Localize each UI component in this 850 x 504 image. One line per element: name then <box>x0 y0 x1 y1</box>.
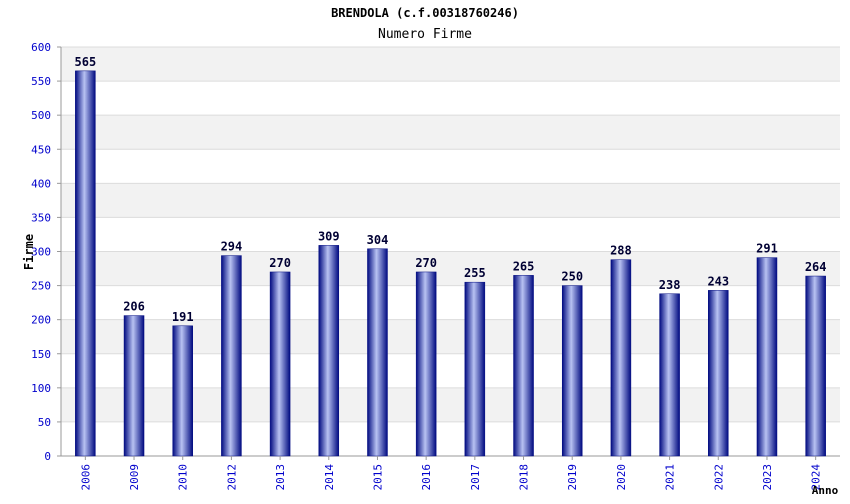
x-tick-label-2023: 2023 <box>761 464 774 491</box>
value-label-2010: 191 <box>172 310 194 324</box>
bar-2012 <box>221 255 242 457</box>
value-labels: 565 206 191 294 270 309 304 270 255 265 250 288 238 2… <box>75 55 827 324</box>
chart-title: BRENDOLA (c.f.00318760246) <box>331 6 519 20</box>
x-tick-label-2019: 2019 <box>566 464 579 491</box>
y-tick-label: 250 <box>31 280 51 293</box>
value-label-2017: 255 <box>464 266 486 280</box>
y-tick-label: 500 <box>31 109 51 122</box>
bar-2024 <box>805 275 826 457</box>
x-tick-label-2018: 2018 <box>518 464 531 491</box>
bar-2018 <box>513 275 534 457</box>
x-tick-label-2021: 2021 <box>664 464 677 491</box>
value-label-2014: 309 <box>318 229 340 243</box>
y-tick-label: 550 <box>31 75 51 88</box>
background-band <box>61 251 840 286</box>
value-label-2018: 265 <box>513 259 535 273</box>
chart-subtitle: Numero Firme <box>378 27 472 42</box>
value-label-2016: 270 <box>415 256 437 270</box>
background-band <box>61 47 840 82</box>
x-tick-label-2010: 2010 <box>177 464 190 491</box>
bar-2014 <box>318 245 340 457</box>
value-label-2023: 291 <box>756 242 778 256</box>
x-tick-label-2013: 2013 <box>274 464 287 491</box>
background-band <box>61 183 840 218</box>
value-label-2006: 565 <box>75 55 97 69</box>
bar-2017 <box>464 281 486 457</box>
value-label-2015: 304 <box>367 233 389 247</box>
value-label-2024: 264 <box>805 260 827 274</box>
bar-2022 <box>708 290 729 457</box>
bar-2015 <box>367 248 388 457</box>
y-tick-label: 350 <box>31 211 51 224</box>
bar-2006 <box>75 70 96 457</box>
x-tick-label-2006: 2006 <box>79 464 92 491</box>
bar-2021 <box>659 293 680 457</box>
bars <box>75 70 826 457</box>
bar-2009 <box>123 315 145 457</box>
x-tick-label-2022: 2022 <box>712 464 725 491</box>
bar-2020 <box>610 259 632 457</box>
x-tick-label-2009: 2009 <box>128 464 141 491</box>
y-tick-label: 100 <box>31 382 51 395</box>
x-tick-label-2024: 2024 <box>810 464 823 491</box>
value-label-2020: 288 <box>610 244 632 258</box>
background-band <box>61 115 840 150</box>
x-tick-label-2017: 2017 <box>469 464 482 491</box>
value-label-2019: 250 <box>561 270 583 284</box>
x-tick-label-2012: 2012 <box>225 464 238 491</box>
y-tick-label: 450 <box>31 143 51 156</box>
bar-2010 <box>172 325 193 457</box>
value-label-2021: 238 <box>659 278 681 292</box>
y-tick-label: 50 <box>38 416 51 429</box>
x-tick-label-2020: 2020 <box>615 464 628 491</box>
y-tick-label: 600 <box>31 41 51 54</box>
x-tick-label-2014: 2014 <box>323 464 336 491</box>
x-axis-label: Anno <box>812 484 839 497</box>
y-tick-label: 400 <box>31 177 51 190</box>
value-label-2009: 206 <box>123 300 145 314</box>
bar-2019 <box>561 285 583 457</box>
y-tick-label: 200 <box>31 314 51 327</box>
y-tick-label: 300 <box>31 246 51 259</box>
value-label-2012: 294 <box>221 240 243 254</box>
y-axis-label: Firme <box>22 234 36 270</box>
value-label-2013: 270 <box>269 256 291 270</box>
x-tick-label-2015: 2015 <box>371 464 384 491</box>
value-label-2022: 243 <box>707 274 729 288</box>
bar-2023 <box>756 257 778 457</box>
x-tick-labels: 2006 2009 2010 2012 2013 2014 2015 2016 2017 2018… <box>79 456 823 491</box>
bar-2016 <box>415 271 437 457</box>
bar-2013 <box>269 271 291 457</box>
y-tick-labels: 0 50 100 150 200 250 300 350 400 450 500 550 600 <box>31 41 51 463</box>
y-tick-label: 150 <box>31 348 51 361</box>
y-tick-label: 0 <box>44 450 51 463</box>
x-tick-label-2016: 2016 <box>420 464 433 491</box>
